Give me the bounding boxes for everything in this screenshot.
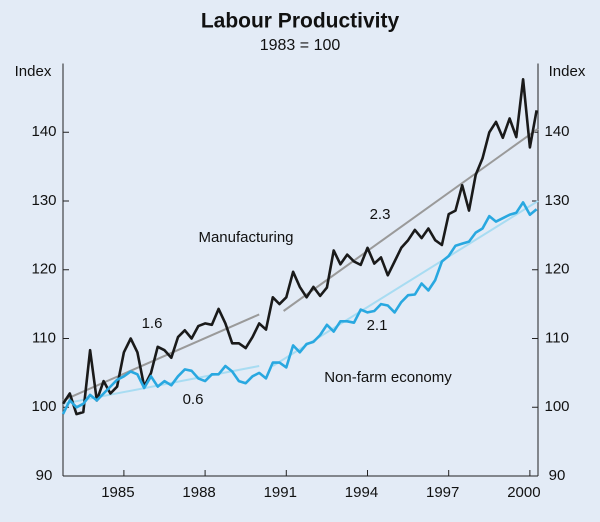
- y-tick-label: 120: [31, 261, 56, 278]
- y-tick-label: 90: [36, 467, 53, 484]
- y2-tick-label: 110: [545, 329, 569, 346]
- y2-axis-label: Index: [549, 63, 586, 80]
- x-tick-label: 1988: [182, 484, 215, 501]
- trend-label: 2.1: [367, 317, 388, 334]
- chart-title: Labour Productivity: [201, 10, 400, 33]
- trend-label: 2.3: [370, 206, 391, 223]
- series-line: [61, 78, 538, 416]
- y-tick-label: 110: [32, 329, 56, 346]
- x-tick-label: 1991: [264, 484, 297, 501]
- x-tick-label: 1994: [345, 484, 378, 501]
- y2-tick-label: 130: [544, 192, 569, 209]
- series-line: [61, 201, 538, 415]
- y-axis-label: Index: [15, 63, 52, 80]
- series-label: Non-farm economy: [324, 369, 452, 386]
- y2-tick-label: 120: [544, 261, 569, 278]
- trend-line: [283, 127, 539, 312]
- y2-tick-label: 100: [544, 398, 569, 415]
- trend-label: 0.6: [183, 391, 204, 408]
- trend-label: 1.6: [142, 315, 163, 332]
- y2-tick-label: 90: [549, 467, 566, 484]
- series-label: Manufacturing: [198, 229, 293, 246]
- x-tick-label: 1985: [101, 484, 134, 501]
- x-tick-label: 1997: [426, 484, 459, 501]
- x-tick-label: 2000: [507, 484, 540, 501]
- y-tick-label: 100: [31, 398, 56, 415]
- y2-tick-label: 140: [544, 123, 569, 140]
- y-tick-label: 130: [31, 192, 56, 209]
- y-tick-label: 140: [31, 123, 56, 140]
- chart-subtitle: 1983 = 100: [260, 37, 341, 54]
